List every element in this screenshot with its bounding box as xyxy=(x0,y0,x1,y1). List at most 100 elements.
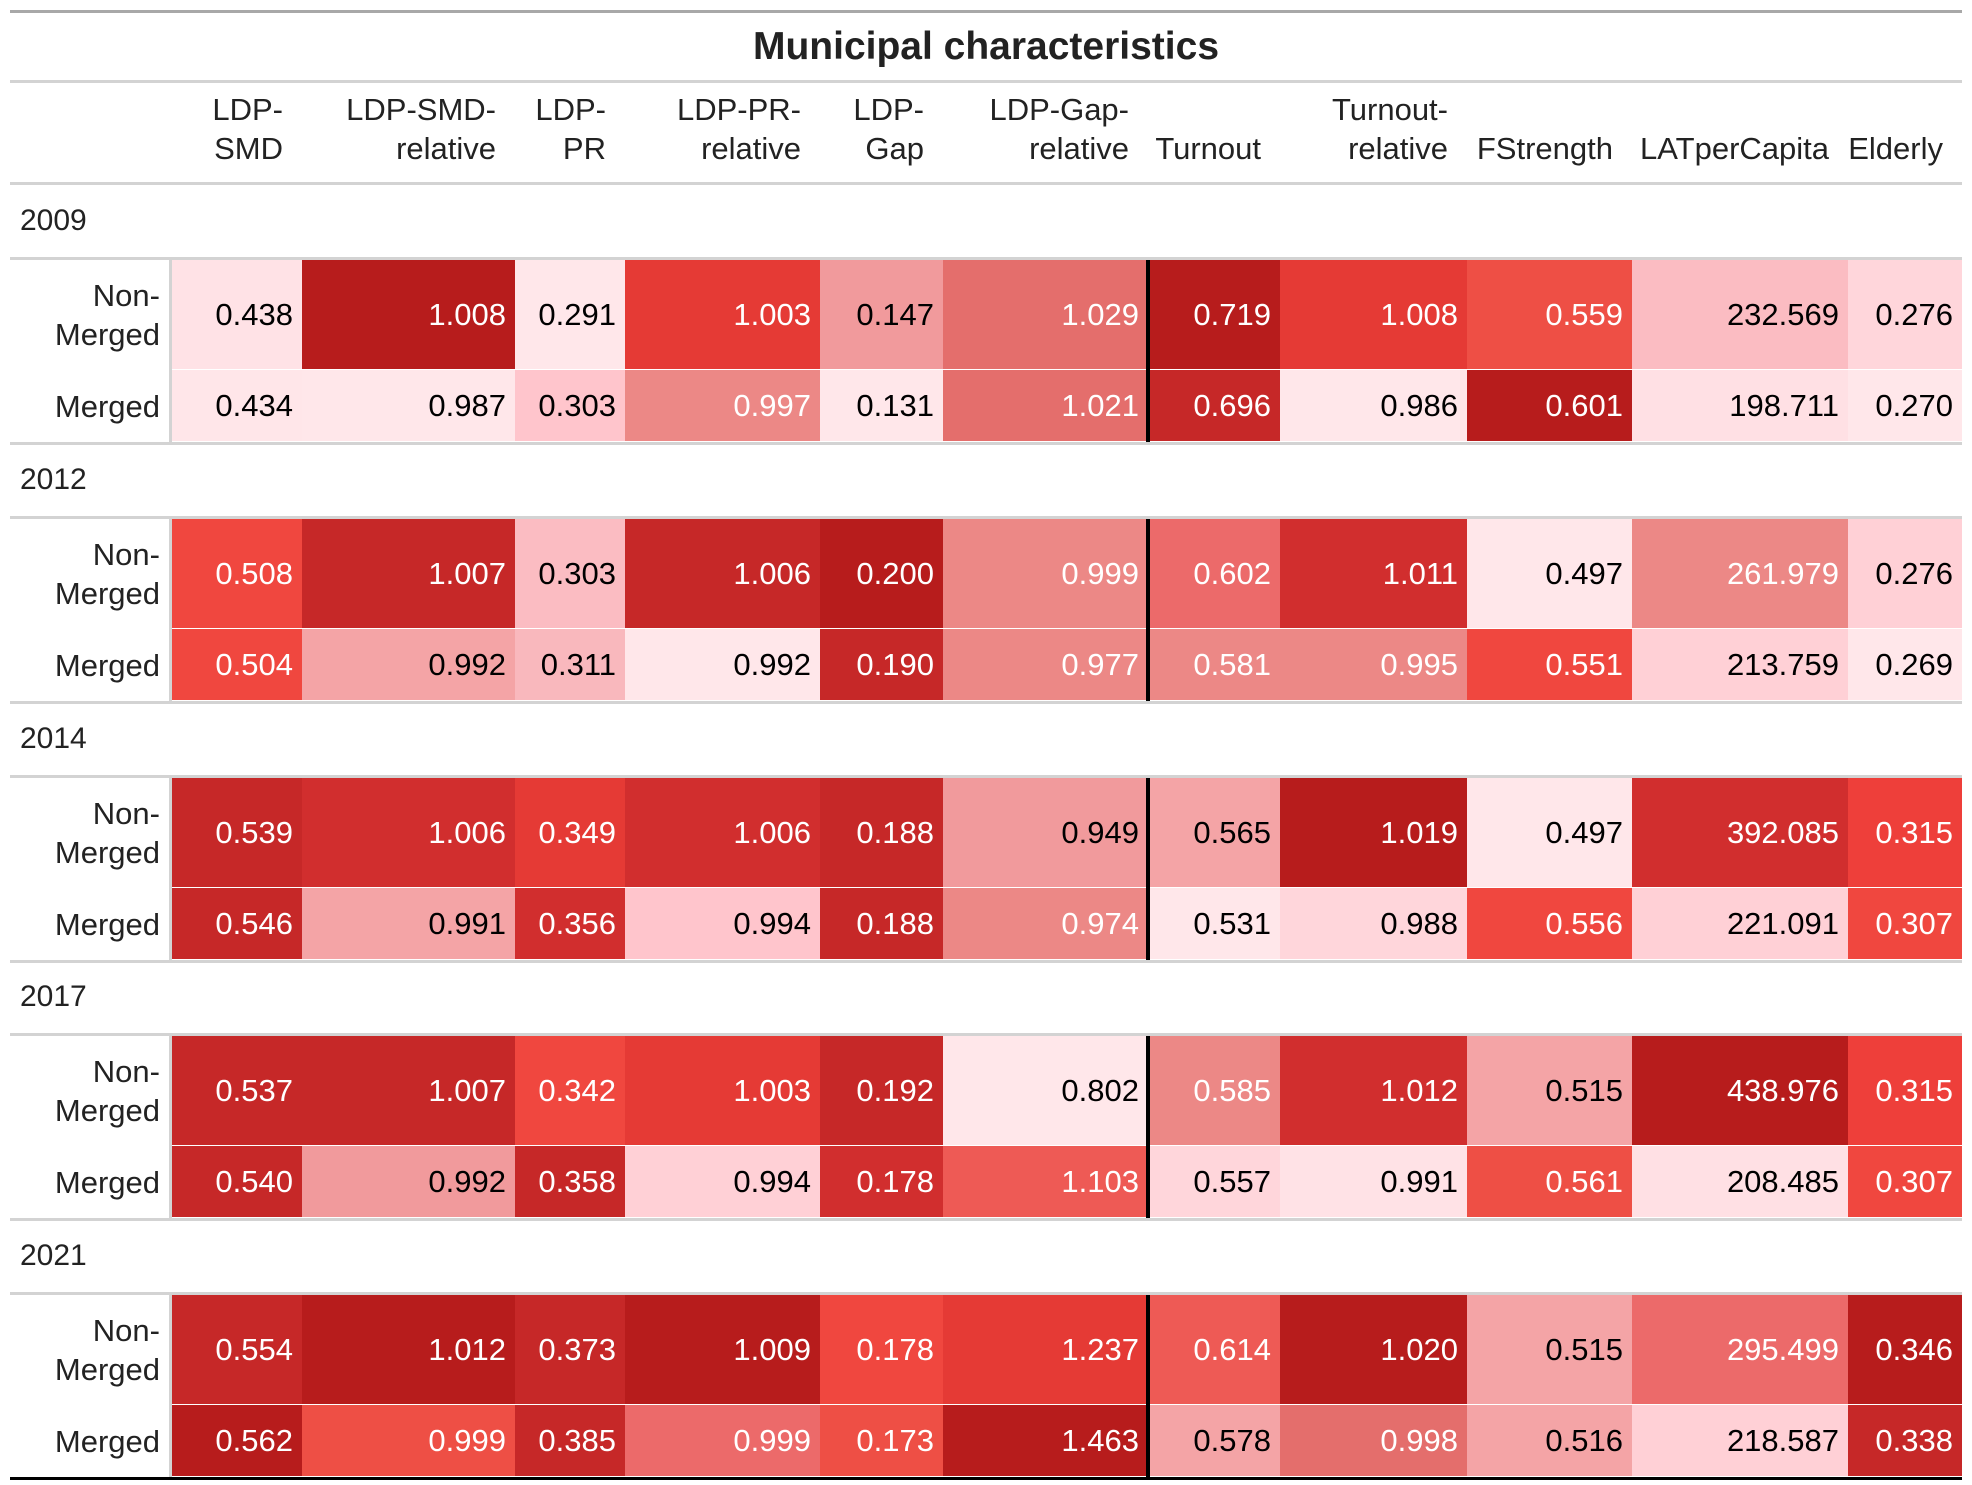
table-cell: 1.003 xyxy=(625,1036,820,1146)
column-header: FStrength xyxy=(1476,131,1613,166)
table-cell: 0.987 xyxy=(302,370,515,442)
column-separator xyxy=(1146,1295,1150,1477)
table-cell: 0.373 xyxy=(515,1295,625,1405)
row-label: Non- Merged xyxy=(54,1054,160,1128)
column-separator xyxy=(1146,519,1150,701)
table-cell: 0.342 xyxy=(515,1036,625,1146)
table-cell: 1.007 xyxy=(302,519,515,629)
group-rule xyxy=(10,701,1962,704)
table-cell: 0.269 xyxy=(1848,629,1962,701)
table-cell: 0.131 xyxy=(820,370,943,442)
table-cell: 0.554 xyxy=(172,1295,302,1405)
table-cell: 0.991 xyxy=(302,888,515,960)
table-cell: 0.315 xyxy=(1848,778,1962,888)
stub-separator xyxy=(169,1036,172,1218)
year-label: 2014 xyxy=(20,722,87,755)
table-cell: 0.434 xyxy=(172,370,302,442)
table-cell: 1.103 xyxy=(943,1146,1148,1218)
row-label: Non- Merged xyxy=(54,537,160,611)
row-label: Merged xyxy=(54,647,160,683)
bottom-rule xyxy=(10,1477,1962,1480)
table-cell: 0.192 xyxy=(820,1036,943,1146)
row-label: Non- Merged xyxy=(54,1313,160,1387)
table-cell: 0.276 xyxy=(1848,260,1962,370)
table-cell: 0.315 xyxy=(1848,1036,1962,1146)
group-rule xyxy=(10,960,1962,963)
table-cell: 221.091 xyxy=(1632,888,1848,960)
table-cell: 232.569 xyxy=(1632,260,1848,370)
table-cell: 0.999 xyxy=(943,519,1148,629)
table-cell: 1.007 xyxy=(302,1036,515,1146)
column-header: LDP-SMD- relative xyxy=(346,92,496,166)
table-cell: 0.802 xyxy=(943,1036,1148,1146)
table-cell: 0.988 xyxy=(1280,888,1467,960)
table-cell: 0.986 xyxy=(1280,370,1467,442)
table-cell: 0.531 xyxy=(1148,888,1280,960)
table-cell: 0.601 xyxy=(1467,370,1632,442)
table-cell: 0.188 xyxy=(820,778,943,888)
column-header: LDP-PR- relative xyxy=(676,92,801,166)
table-cell: 1.021 xyxy=(943,370,1148,442)
group-rule xyxy=(10,442,1962,445)
group-rule xyxy=(10,1292,1962,1295)
table-cell: 1.008 xyxy=(302,260,515,370)
table-cell: 0.346 xyxy=(1848,1295,1962,1405)
table-cell: 0.147 xyxy=(820,260,943,370)
table-cell: 438.976 xyxy=(1632,1036,1848,1146)
table-cell: 0.999 xyxy=(625,1405,820,1477)
stub-separator xyxy=(169,260,172,442)
column-separator xyxy=(1146,778,1150,960)
column-header: Turnout- relative xyxy=(1331,92,1448,166)
row-label: Non- Merged xyxy=(54,278,160,352)
table-cell: 0.349 xyxy=(515,778,625,888)
column-separator xyxy=(1146,260,1150,442)
table-cell: 0.696 xyxy=(1148,370,1280,442)
table-cell: 0.173 xyxy=(820,1405,943,1477)
table-cell: 1.006 xyxy=(625,519,820,629)
row-label: Merged xyxy=(54,906,160,942)
table-cell: 0.504 xyxy=(172,629,302,701)
table-cell: 0.438 xyxy=(172,260,302,370)
table-cell: 1.011 xyxy=(1280,519,1467,629)
table-cell: 1.019 xyxy=(1280,778,1467,888)
table-cell: 261.979 xyxy=(1632,519,1848,629)
table-cell: 0.551 xyxy=(1467,629,1632,701)
column-header: LDP- Gap xyxy=(853,92,924,166)
table-cell: 0.311 xyxy=(515,629,625,701)
year-label: 2009 xyxy=(20,204,87,237)
table-cell: 1.009 xyxy=(625,1295,820,1405)
table-cell: 0.559 xyxy=(1467,260,1632,370)
table-cell: 1.006 xyxy=(302,778,515,888)
table-cell: 0.537 xyxy=(172,1036,302,1146)
table-cell: 1.020 xyxy=(1280,1295,1467,1405)
row-label: Merged xyxy=(54,1164,160,1200)
table-cell: 0.585 xyxy=(1148,1036,1280,1146)
table-cell: 0.291 xyxy=(515,260,625,370)
table-cell: 208.485 xyxy=(1632,1146,1848,1218)
table-cell: 218.587 xyxy=(1632,1405,1848,1477)
table-cell: 0.992 xyxy=(625,629,820,701)
column-header: LDP- PR xyxy=(535,92,606,166)
row-label: Non- Merged xyxy=(54,796,160,870)
column-header: Elderly xyxy=(1848,131,1943,166)
table-cell: 0.995 xyxy=(1280,629,1467,701)
table-cell: 0.276 xyxy=(1848,519,1962,629)
table-cell: 0.562 xyxy=(172,1405,302,1477)
year-label: 2021 xyxy=(20,1239,87,1272)
group-rule xyxy=(10,516,1962,519)
table-cell: 0.578 xyxy=(1148,1405,1280,1477)
table-cell: 295.499 xyxy=(1632,1295,1848,1405)
table-cell: 0.998 xyxy=(1280,1405,1467,1477)
table-cell: 0.602 xyxy=(1148,519,1280,629)
column-header: LDP-Gap- relative xyxy=(989,92,1129,166)
row-label: Merged xyxy=(54,388,160,424)
table-cell: 0.565 xyxy=(1148,778,1280,888)
table-cell: 0.497 xyxy=(1467,778,1632,888)
table-cell: 0.200 xyxy=(820,519,943,629)
table-cell: 213.759 xyxy=(1632,629,1848,701)
group-rule xyxy=(10,257,1962,260)
table-cell: 0.188 xyxy=(820,888,943,960)
year-label: 2012 xyxy=(20,463,87,496)
row-label: Merged xyxy=(54,1423,160,1459)
